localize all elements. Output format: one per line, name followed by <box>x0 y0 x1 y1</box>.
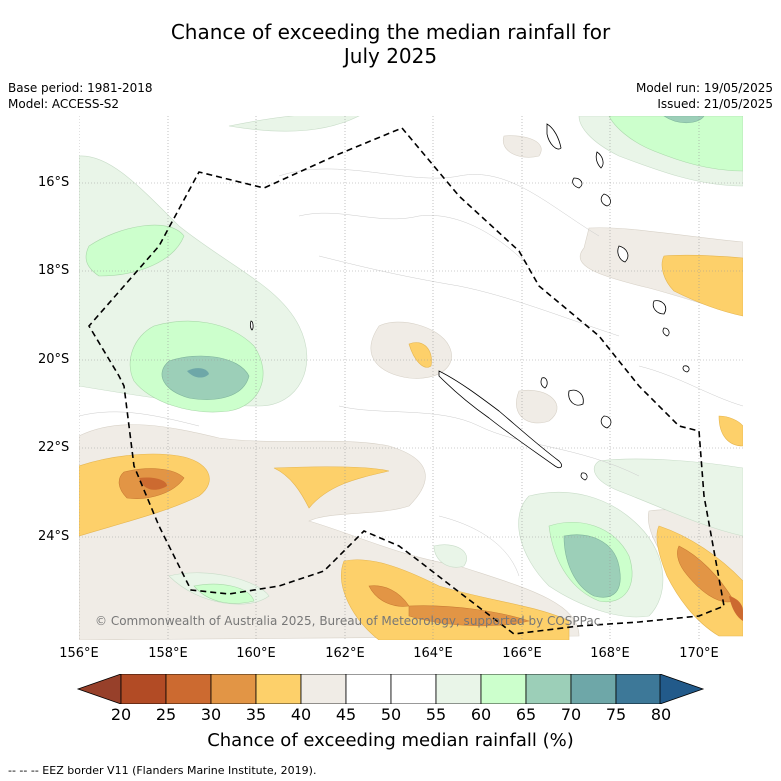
cb-label-70: 70 <box>560 705 582 724</box>
lat-label-24s: 24°S <box>38 529 70 544</box>
colorbar-under-arrow <box>76 674 122 704</box>
lon-label-168e: 168°E <box>590 646 630 661</box>
colorbar-cell-55 <box>435 674 482 704</box>
lat-label-20s: 20°S <box>38 352 70 367</box>
coastlines <box>249 123 690 481</box>
colorbar-cell-70 <box>570 674 617 704</box>
colorbar-cell-65 <box>525 674 572 704</box>
colorbar-cell-20 <box>120 674 167 704</box>
colorbar-cell-35 <box>255 674 302 704</box>
colorbar-over-arrow <box>659 674 705 704</box>
vanuatu-tanna <box>617 245 629 263</box>
loyalty-islands-lifou <box>568 389 584 406</box>
meta-right: Model run: 19/05/2025 Issued: 21/05/2025 <box>636 80 773 112</box>
eez-border-line <box>88 127 725 635</box>
chesterfield-reef <box>249 320 254 331</box>
contour-lines <box>79 168 743 577</box>
map-panel <box>79 116 743 640</box>
lon-label-166e: 166°E <box>502 646 542 661</box>
model-name: Model: ACCESS-S2 <box>8 97 120 111</box>
lon-label-156e: 156°E <box>59 646 99 661</box>
colorbar-cell-75 <box>615 674 662 704</box>
lon-label-170e: 170°E <box>679 646 719 661</box>
base-period: Base period: 1981-2018 <box>8 81 153 95</box>
vanuatu-espiritu-santo <box>546 123 562 150</box>
new-caledonia-island <box>438 370 562 469</box>
meta-left: Base period: 1981-2018 Model: ACCESS-S2 <box>8 80 153 112</box>
cb-label-75: 75 <box>605 705 627 724</box>
matthew-island <box>652 300 667 315</box>
loyalty-islands-ouvea <box>540 377 548 389</box>
cb-label-20: 20 <box>110 705 132 724</box>
colorbar-cell-25 <box>165 674 212 704</box>
colorbar-cell-45 <box>345 674 392 704</box>
eez-footnote: -- -- -- EEZ border V11 (Flanders Marine… <box>8 764 317 777</box>
colorbar-cells <box>120 674 662 704</box>
cb-label-80: 80 <box>650 705 672 724</box>
vanuatu-malakula <box>595 151 604 169</box>
lon-label-162e: 162°E <box>325 646 365 661</box>
cb-label-25: 25 <box>155 705 177 724</box>
vanuatu-erromango <box>600 193 611 207</box>
cb-label-35: 35 <box>245 705 267 724</box>
small-island-1 <box>662 327 670 337</box>
region-below-normal-core <box>139 477 743 621</box>
colorbar-cell-60 <box>480 674 527 704</box>
copyright-notice: © Commonwealth of Australia 2025, Bureau… <box>95 614 601 628</box>
cb-label-50: 50 <box>380 705 402 724</box>
title-line-1: Chance of exceeding the median rainfall … <box>170 20 611 44</box>
title-line-2: July 2025 <box>343 44 438 68</box>
vanuatu-efate <box>572 177 583 189</box>
lat-label-22s: 22°S <box>38 440 70 455</box>
chart-title: Chance of exceeding the median rainfall … <box>0 20 781 68</box>
cb-label-65: 65 <box>515 705 537 724</box>
walpole-island <box>580 472 588 481</box>
lon-label-160e: 160°E <box>236 646 276 661</box>
cb-label-30: 30 <box>200 705 222 724</box>
colorbar <box>76 674 705 704</box>
colorbar-cell-50 <box>390 674 437 704</box>
region-above-normal-strong <box>161 116 705 598</box>
lon-label-158e: 158°E <box>148 646 188 661</box>
colorbar-cell-30 <box>210 674 257 704</box>
issued-date: Issued: 21/05/2025 <box>657 97 773 111</box>
model-run: Model run: 19/05/2025 <box>635 81 773 95</box>
lat-label-16s: 16°S <box>38 175 70 190</box>
lat-label-18s: 18°S <box>38 263 70 278</box>
hunter-island <box>682 365 690 373</box>
cb-label-40: 40 <box>290 705 312 724</box>
loyalty-islands-mare <box>600 415 612 429</box>
cb-label-60: 60 <box>470 705 492 724</box>
colorbar-cell-40 <box>300 674 347 704</box>
cb-label-45: 45 <box>335 705 357 724</box>
colorbar-title: Chance of exceeding median rainfall (%) <box>207 730 574 751</box>
map-canvas <box>79 116 743 640</box>
cb-label-55: 55 <box>425 705 447 724</box>
lon-label-164e: 164°E <box>413 646 453 661</box>
region-above-normal-core <box>187 368 209 378</box>
